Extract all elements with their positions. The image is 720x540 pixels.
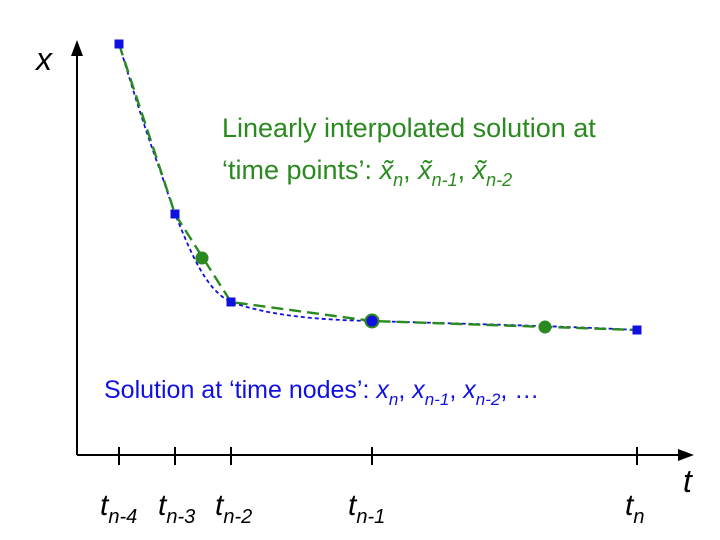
interpolated-annotation-line2: ‘time points’: x̃n, x̃n-1, x̃n-2 (222, 155, 512, 190)
time-point-dot (364, 313, 380, 329)
nodes-annotation: Solution at ‘time nodes’: xn, xn-1, xn-2… (104, 376, 539, 409)
tick-label-n-4: tn-4 (100, 489, 137, 528)
time-point-dot (195, 251, 209, 265)
interpolation-line (117, 43, 638, 332)
tick-label-n-2: tn-2 (215, 489, 252, 528)
time-node-square (632, 325, 642, 335)
x-axis-label: t (683, 463, 693, 499)
solution-curve (118, 43, 638, 331)
time-node-square (114, 39, 124, 49)
y-axis-label: x (34, 41, 53, 77)
time-node-square (170, 209, 180, 219)
tick-label-n: tn (625, 489, 644, 528)
tick-label-n-3: tn-3 (158, 489, 195, 528)
tick-label-n-1: tn-1 (348, 489, 385, 528)
interpolated-annotation-line1: Linearly interpolated solution at (222, 113, 596, 143)
time-point-dot (538, 320, 552, 334)
time-node-square (226, 297, 236, 307)
x-axis-arrow (678, 449, 694, 461)
y-axis-arrow (71, 40, 83, 56)
